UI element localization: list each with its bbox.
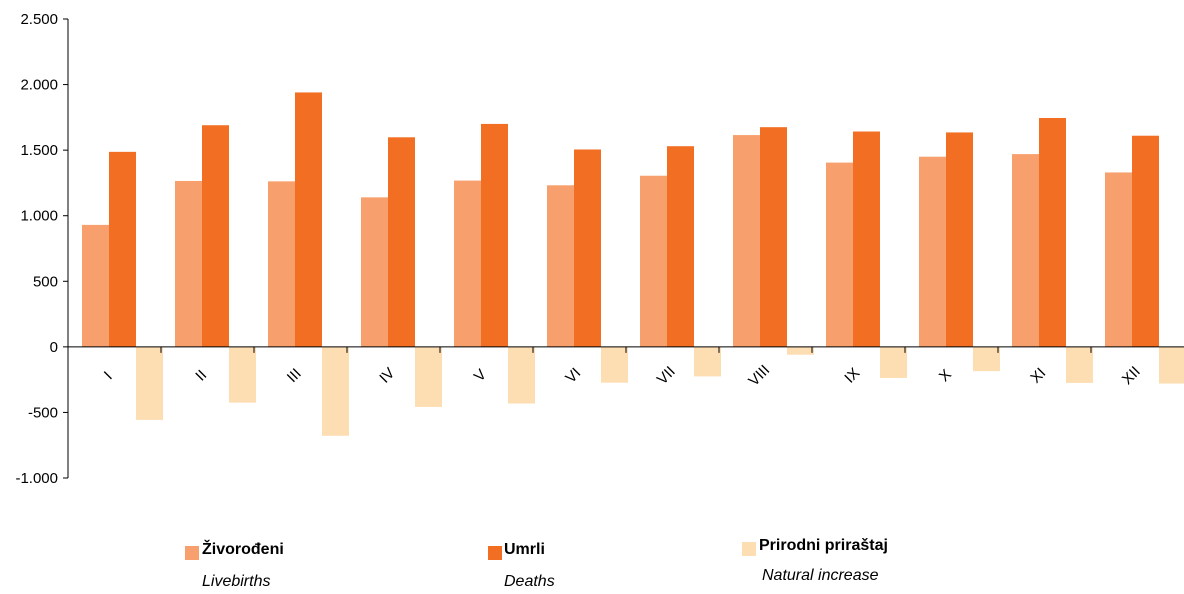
bar-deaths-VI <box>574 149 601 347</box>
bars-group <box>82 92 1184 436</box>
x-category-label: IV <box>376 365 398 387</box>
bar-deaths-XI <box>1039 118 1066 347</box>
x-category-label: IX <box>841 365 863 387</box>
bar-natural-increase-III <box>322 346 349 436</box>
legend-label-deaths: Umrli <box>504 541 545 558</box>
x-category-label: XI <box>1027 365 1049 387</box>
bar-natural-increase-II <box>229 346 256 403</box>
y-tick-label: 0 <box>50 339 58 356</box>
x-category-label: III <box>284 365 305 386</box>
bar-livebirths-V <box>454 180 481 347</box>
bar-livebirths-XI <box>1012 154 1039 347</box>
legend-label-natural-increase: Prirodni priraštaj <box>759 537 888 554</box>
bar-livebirths-VII <box>640 175 667 347</box>
bar-deaths-III <box>295 92 322 347</box>
x-category-label: II <box>192 367 210 385</box>
bar-deaths-IX <box>853 131 880 347</box>
x-category-label: XII <box>1119 363 1144 388</box>
y-tick-label: -1.000 <box>15 470 58 487</box>
bar-livebirths-III <box>268 181 295 347</box>
bar-natural-increase-I <box>136 346 163 420</box>
legend-sublabel-livebirths: Livebirths <box>202 573 271 590</box>
bar-natural-increase-X <box>973 346 1000 372</box>
bar-deaths-X <box>946 132 973 347</box>
bar-livebirths-VI <box>547 185 574 347</box>
x-category-label: I <box>101 368 116 383</box>
legend-sublabel-natural-increase: Natural increase <box>762 567 879 584</box>
bar-deaths-VII <box>667 146 694 347</box>
bar-natural-increase-XI <box>1066 346 1093 383</box>
x-category-label: V <box>471 366 490 385</box>
bar-natural-increase-V <box>508 346 535 404</box>
y-tick-label: -500 <box>28 404 58 421</box>
bar-livebirths-XII <box>1105 172 1132 347</box>
y-tick-label: 2.000 <box>20 77 58 94</box>
y-tick-label: 1.000 <box>20 208 58 225</box>
bar-natural-increase-IV <box>415 346 442 407</box>
bar-deaths-II <box>202 125 229 347</box>
bar-livebirths-VIII <box>733 135 760 347</box>
x-category-label: X <box>936 366 955 385</box>
x-category-label: VII <box>654 363 679 388</box>
bar-natural-increase-VI <box>601 346 628 383</box>
y-tick-label: 500 <box>33 273 58 290</box>
bar-natural-increase-IX <box>880 346 907 378</box>
legend-swatch-deaths <box>488 546 502 560</box>
y-tick-label: 2.500 <box>20 11 58 28</box>
bar-deaths-XII <box>1132 135 1159 347</box>
x-category-label: VI <box>562 365 584 387</box>
legend-sublabel-deaths: Deaths <box>504 573 555 590</box>
bar-natural-increase-VIII <box>787 346 814 355</box>
bar-livebirths-X <box>919 156 946 347</box>
bar-deaths-VIII <box>760 127 787 347</box>
bar-deaths-I <box>109 151 136 347</box>
bar-livebirths-IX <box>826 162 853 347</box>
legend-swatch-natural-increase <box>742 542 756 556</box>
legend-label-livebirths: Živorođeni <box>202 541 284 558</box>
bar-deaths-IV <box>388 137 415 347</box>
bar-deaths-V <box>481 123 508 347</box>
x-category-label: VIII <box>745 362 773 390</box>
y-tick-label: 1.500 <box>20 142 58 159</box>
bar-natural-increase-XII <box>1159 346 1184 384</box>
bar-natural-increase-VII <box>694 346 721 377</box>
bar-livebirths-II <box>175 180 202 347</box>
bar-livebirths-I <box>82 224 109 347</box>
bar-livebirths-IV <box>361 197 388 347</box>
legend-swatch-livebirths <box>185 546 199 560</box>
